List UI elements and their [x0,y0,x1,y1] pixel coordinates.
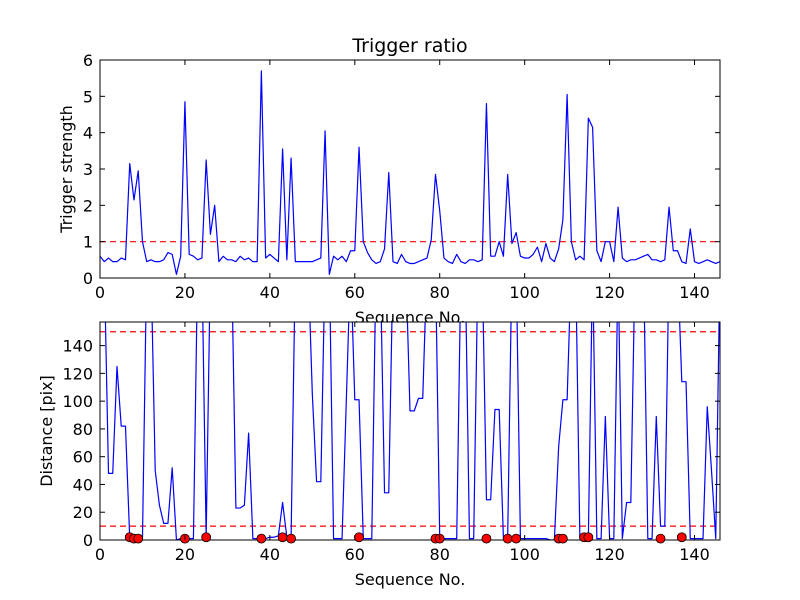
x-tick-label: 140 [679,545,710,564]
x-axis-label: Sequence No. [355,570,466,589]
plot-area [100,322,720,540]
data-point-marker [277,532,288,543]
y-tick-label: 80 [73,420,93,439]
axis-ticks: 0 20 40 60 80 100 120 140 0 20 40 60 80 100 120 140 [62,322,720,564]
data-point-marker [511,533,522,544]
series-group [100,70,720,275]
axis-ticks: 0 20 40 60 80 100 120 140 0 1 2 3 4 5 6 [83,51,720,302]
series-line [104,322,720,540]
y-tick-label: 1 [83,233,93,252]
x-tick-label: 60 [345,545,365,564]
y-tick-label: 100 [62,392,93,411]
y-tick-label: 3 [83,160,93,179]
x-tick-label: 100 [509,283,540,302]
y-tick-label: 140 [62,337,93,356]
y-tick-label: 20 [73,503,93,522]
data-point-marker [286,533,296,544]
distance-panel: 0 20 40 60 80 100 120 140 0 20 40 60 80 100 120 140 Seq… [37,321,721,589]
data-point-marker [481,533,492,544]
data-point-marker [354,532,364,543]
plot-frame [99,321,721,541]
y-tick-label: 40 [73,475,93,494]
data-point-marker [676,532,687,543]
x-tick-label: 120 [594,283,625,302]
x-tick-label: 120 [594,545,625,564]
y-tick-label: 0 [83,531,93,550]
y-axis-label: Distance [pix] [37,375,56,487]
x-tick-label: 100 [509,545,540,564]
plot-area [100,60,720,278]
y-tick-label: 0 [83,269,93,288]
x-tick-label: 40 [260,283,280,302]
data-point-marker [256,533,267,544]
y-tick-label: 5 [83,87,93,106]
x-tick-label: 140 [679,283,710,302]
x-tick-label: 80 [430,283,450,302]
data-point-marker [133,533,144,544]
data-point-marker [583,532,594,543]
y-tick-label: 120 [62,364,93,383]
chart-title: Trigger ratio [351,35,467,57]
x-tick-label: 60 [345,283,365,302]
x-tick-label: 20 [175,283,195,302]
series-line [100,70,720,275]
y-axis-label: Trigger strength [57,105,76,234]
data-point-marker [655,533,666,544]
x-tick-label: 0 [95,545,105,564]
y-tick-label: 2 [83,196,93,215]
y-tick-label: 60 [73,448,93,467]
y-tick-label: 4 [83,124,93,143]
data-point-marker [557,533,568,544]
data-point-marker [502,533,513,544]
x-tick-label: 0 [95,283,105,302]
y-tick-label: 6 [83,51,93,70]
marker-group [124,532,687,544]
x-tick-label: 40 [260,545,280,564]
x-tick-label: 80 [430,545,450,564]
x-tick-label: 20 [175,545,195,564]
data-point-marker [201,532,212,543]
series-group [104,322,720,540]
